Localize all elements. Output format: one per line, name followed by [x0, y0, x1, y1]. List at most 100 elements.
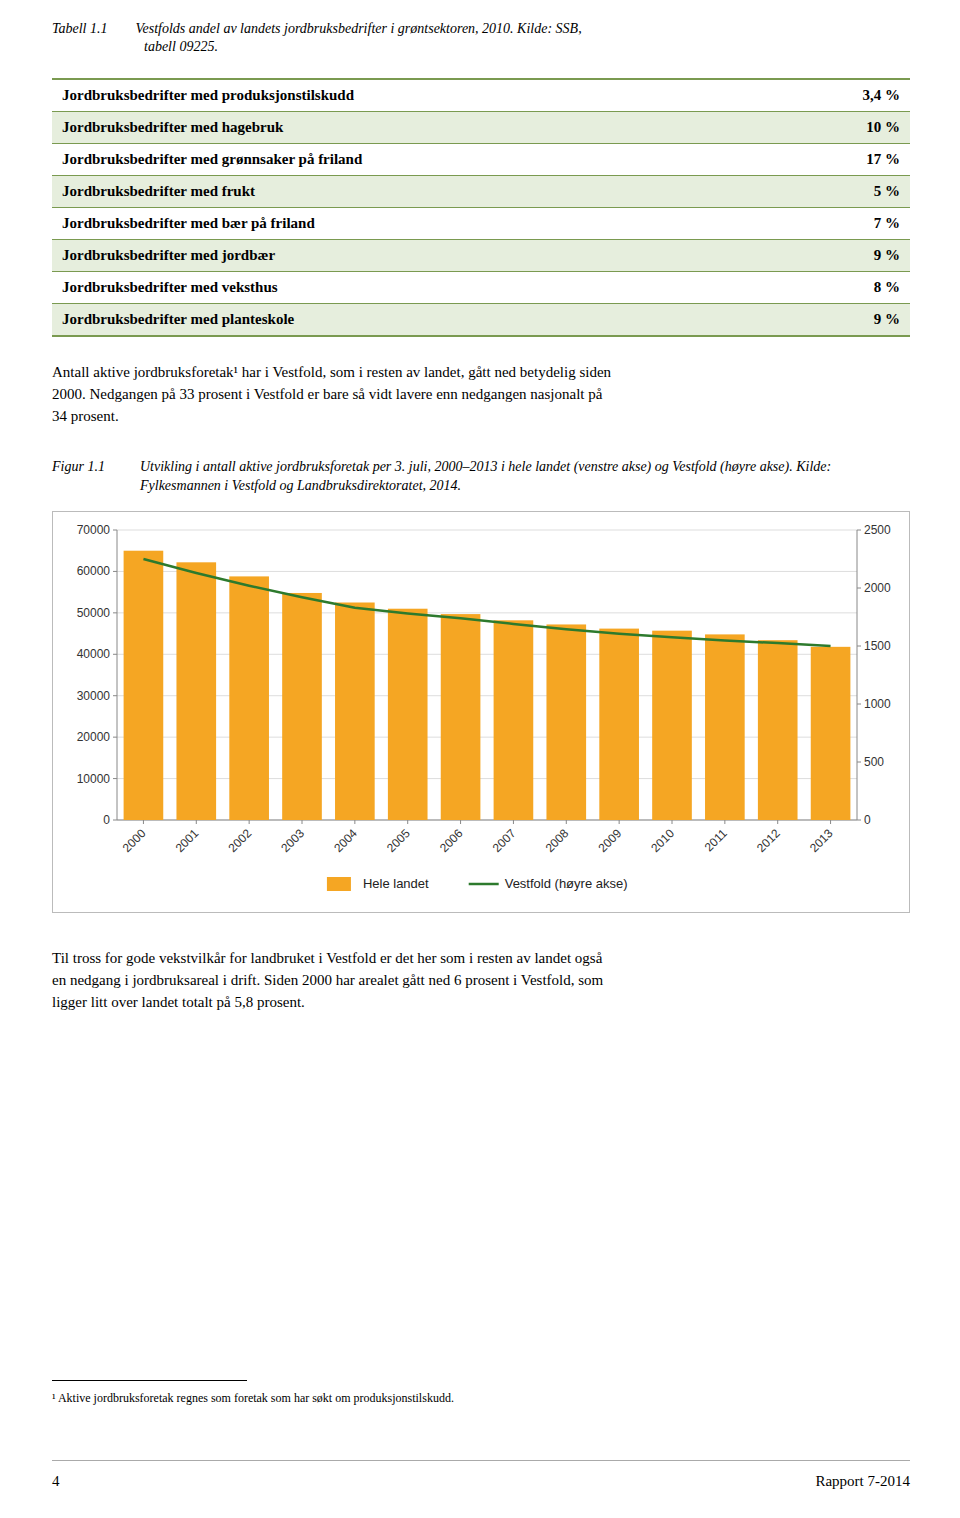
tick [113, 737, 117, 738]
tick [777, 820, 778, 824]
tick [619, 820, 620, 824]
bar [282, 593, 322, 820]
bar [652, 631, 692, 820]
tick [857, 704, 861, 705]
chart: 0100002000030000400005000060000700000500… [53, 512, 909, 912]
bar [229, 576, 269, 820]
tick [143, 820, 144, 824]
paragraph-line: Til tross for gode vekstvilkår for landb… [52, 947, 910, 969]
page: Tabell 1.1 Vestfolds andel av landets jo… [52, 20, 910, 1013]
grid-line [117, 571, 857, 572]
tick [354, 820, 355, 824]
legend-swatch [327, 877, 351, 891]
tick [113, 571, 117, 572]
table-label: Jordbruksbedrifter med planteskole [52, 304, 779, 337]
table-row: Jordbruksbedrifter med bær på friland7 % [52, 208, 910, 240]
tick [113, 820, 117, 821]
bar [335, 603, 375, 821]
y2-axis-line [857, 530, 858, 820]
bar [599, 629, 639, 820]
table-row: Jordbruksbedrifter med veksthus8 % [52, 272, 910, 304]
bar [546, 624, 586, 820]
x-tick-label: 2002 [225, 826, 254, 855]
tick [857, 646, 861, 647]
bar [388, 609, 428, 820]
x-tick-label: 2007 [490, 826, 519, 855]
tick [857, 588, 861, 589]
bar [176, 562, 216, 820]
table-row: Jordbruksbedrifter med grønnsaker på fri… [52, 144, 910, 176]
footnote-text: ¹ Aktive jordbruksforetak regnes som for… [52, 1391, 910, 1406]
tick [113, 654, 117, 655]
y2-tick-label: 0 [864, 813, 871, 827]
legend: Hele landetVestfold (høyre akse) [327, 876, 628, 891]
y-tick-label: 50000 [77, 606, 111, 620]
x-tick-label: 2001 [173, 826, 202, 855]
x-tick-label: 2013 [807, 826, 836, 855]
table-value: 9 % [779, 240, 910, 272]
table-row: Jordbruksbedrifter med hagebruk10 % [52, 112, 910, 144]
y2-tick-label: 1000 [864, 697, 891, 711]
x-tick-label: 2012 [754, 826, 783, 855]
tick [249, 820, 250, 824]
table-value: 7 % [779, 208, 910, 240]
table-row: Jordbruksbedrifter med jordbær9 % [52, 240, 910, 272]
x-tick-label: 2006 [437, 826, 466, 855]
footnote-rule [52, 1380, 247, 1381]
tick [724, 820, 725, 824]
tick [460, 820, 461, 824]
x-tick-label: 2005 [384, 826, 413, 855]
table-label: Jordbruksbedrifter med veksthus [52, 272, 779, 304]
table-value: 9 % [779, 304, 910, 337]
table-caption-line: Tabell 1.1 Vestfolds andel av landets jo… [52, 20, 910, 38]
tick [302, 820, 303, 824]
table-label: Jordbruksbedrifter med bær på friland [52, 208, 779, 240]
bar [758, 640, 798, 820]
y2-tick-label: 500 [864, 755, 884, 769]
tick [113, 695, 117, 696]
marks [124, 551, 851, 820]
legend-label: Vestfold (høyre akse) [505, 876, 628, 891]
grid-line [117, 654, 857, 655]
tick [113, 612, 117, 613]
chart-box: 0100002000030000400005000060000700000500… [52, 511, 910, 913]
bar [494, 620, 534, 820]
paragraph-line: 2000. Nedgangen på 33 prosent i Vestfold… [52, 383, 910, 405]
table-label: Jordbruksbedrifter med jordbær [52, 240, 779, 272]
y-axis-line [117, 530, 118, 820]
x-tick-label: 2010 [648, 826, 677, 855]
tick [830, 820, 831, 824]
line [143, 559, 830, 646]
x-axis-line [117, 820, 857, 821]
grid-line [117, 737, 857, 738]
paragraph-line: ligger litt over landet totalt på 5,8 pr… [52, 991, 910, 1013]
report-name: Rapport 7-2014 [815, 1473, 910, 1490]
x-tick-label: 2008 [543, 826, 572, 855]
table-caption-line: tabell 09225. [52, 38, 910, 56]
axes: 0100002000030000400005000060000700000500… [77, 523, 891, 855]
page-number: 4 [52, 1473, 60, 1490]
x-tick-label: 2003 [278, 826, 307, 855]
footnote: ¹ Aktive jordbruksforetak regnes som for… [52, 1380, 910, 1406]
tick [857, 530, 861, 531]
paragraph-line: Antall aktive jordbruksforetak¹ har i Ve… [52, 361, 910, 383]
grid-line [117, 612, 857, 613]
table-value: 10 % [779, 112, 910, 144]
tick [113, 778, 117, 779]
table-body: Jordbruksbedrifter med produksjonstilsku… [52, 79, 910, 336]
table-value: 17 % [779, 144, 910, 176]
paragraph: Antall aktive jordbruksforetak¹ har i Ve… [52, 361, 910, 427]
y2-tick-label: 2500 [864, 523, 891, 537]
y2-tick-label: 2000 [864, 581, 891, 595]
y-tick-label: 10000 [77, 772, 111, 786]
paragraph-line: en nedgang i jordbruksareal i drift. Sid… [52, 969, 910, 991]
tick [407, 820, 408, 824]
chart-subtitle: Utvikling i antall aktive jordbruksforet… [140, 457, 910, 495]
table-row: Jordbruksbedrifter med produksjonstilsku… [52, 79, 910, 112]
y-tick-label: 0 [103, 813, 110, 827]
table-row: Jordbruksbedrifter med frukt5 % [52, 176, 910, 208]
tick [113, 530, 117, 531]
grid-line [117, 820, 857, 821]
tick [566, 820, 567, 824]
grid-line [117, 695, 857, 696]
